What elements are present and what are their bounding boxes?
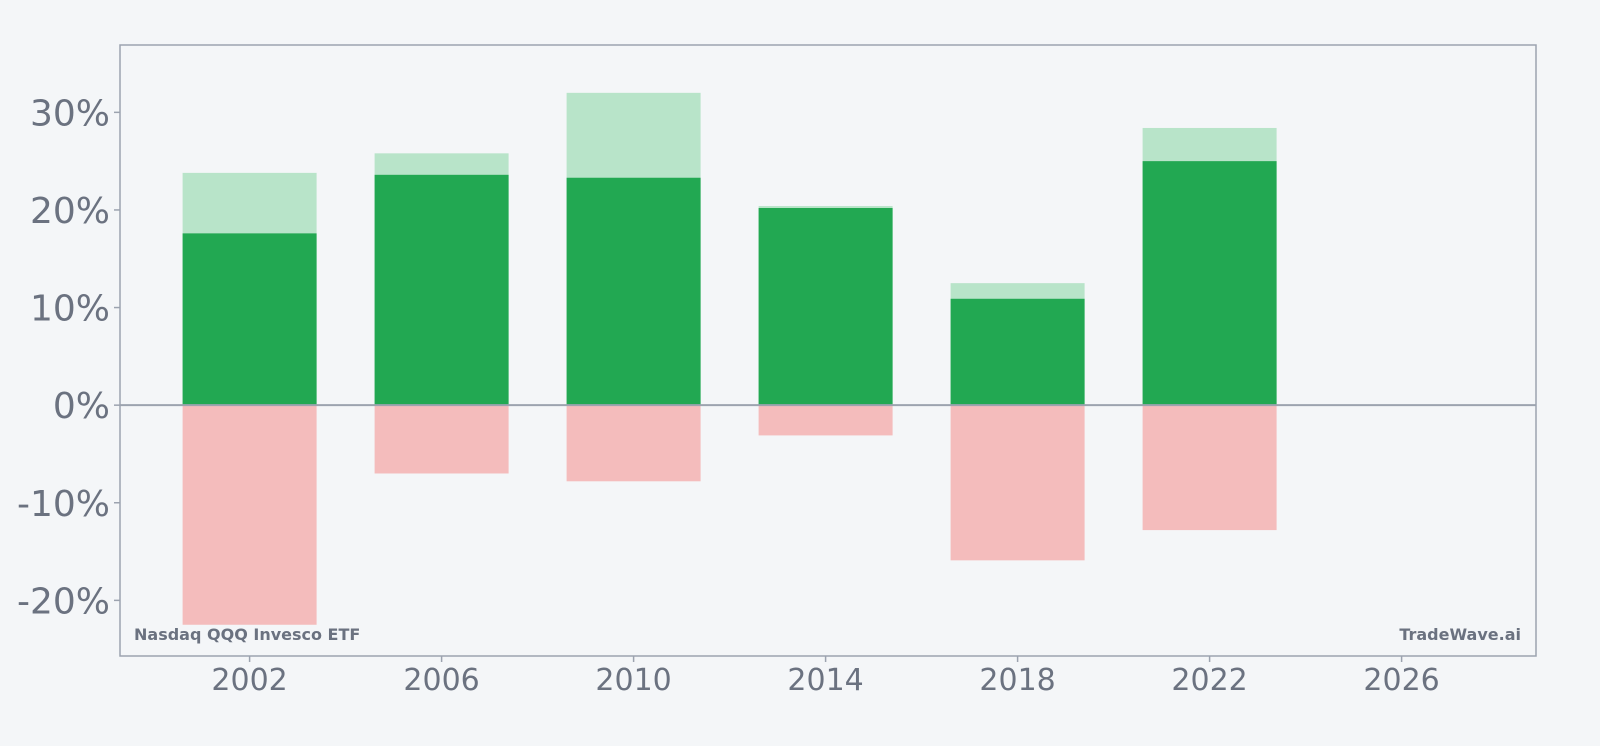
- bar-dark-green-2022: [1142, 161, 1277, 406]
- x-tick-label: 2018: [979, 663, 1055, 698]
- bar-light-red-2018: [950, 405, 1085, 561]
- watermark-left: Nasdaq QQQ Invesco ETF: [134, 625, 360, 644]
- bar-light-red-2006: [374, 405, 509, 474]
- bar-light-red-2002: [182, 405, 317, 625]
- x-tick-label: 2002: [211, 663, 287, 698]
- y-tick-label: -20%: [17, 581, 110, 622]
- bar-dark-green-2014: [758, 207, 893, 406]
- x-tick-label: 2026: [1363, 663, 1439, 698]
- x-tick-label: 2022: [1171, 663, 1247, 698]
- bar-dark-green-2002: [182, 233, 317, 406]
- y-tick-label: 20%: [30, 191, 110, 232]
- x-tick-label: 2010: [595, 663, 671, 698]
- x-axis: 2002 2006 2010 2014 2018 2022 2026: [211, 656, 1440, 698]
- bar-dark-green-2006: [374, 174, 509, 406]
- y-tick-label: -10%: [17, 484, 110, 525]
- bar-dark-green-2010: [566, 177, 701, 406]
- y-tick-label: 30%: [30, 93, 110, 134]
- bars: [182, 92, 1277, 625]
- bar-light-red-2014: [758, 405, 893, 436]
- y-tick-label: 0%: [53, 386, 110, 427]
- x-tick-label: 2014: [787, 663, 863, 698]
- bar-dark-green-2018: [950, 298, 1085, 406]
- watermark-right: TradeWave.ai: [1399, 625, 1521, 644]
- plot-frame: [119, 44, 1537, 657]
- y-tick-label: 10%: [30, 289, 110, 330]
- bar-light-red-2010: [566, 405, 701, 482]
- x-tick-label: 2006: [403, 663, 479, 698]
- bar-light-red-2022: [1142, 405, 1277, 531]
- y-axis: -20% -10% 0% 10% 20% 30%: [17, 93, 120, 622]
